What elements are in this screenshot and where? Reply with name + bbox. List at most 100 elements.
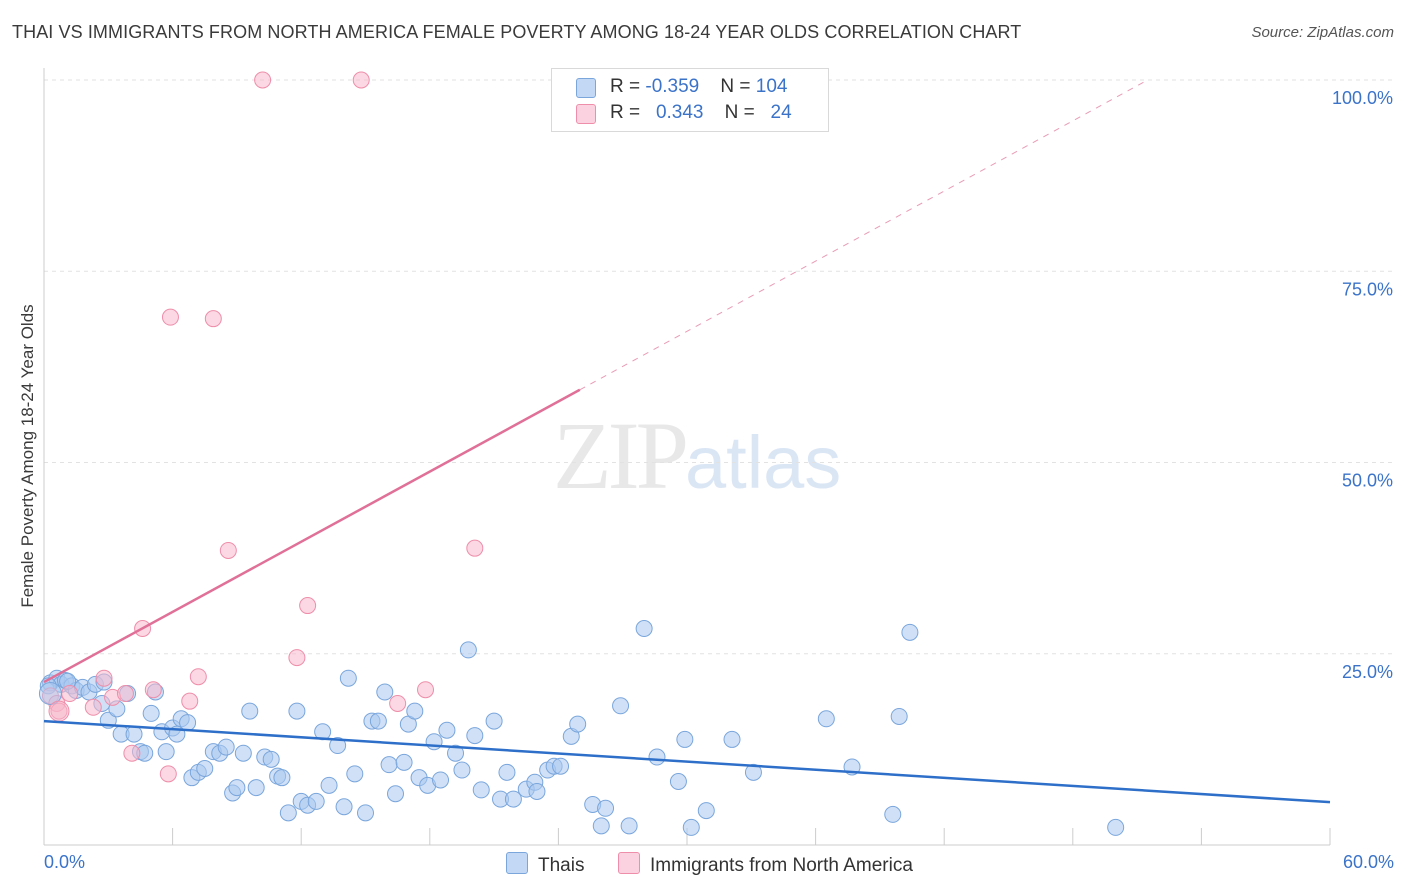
bottom-legend-thais: Thais	[506, 852, 584, 877]
data-point-thais	[612, 697, 630, 715]
data-point-thais	[569, 715, 587, 733]
data-point-thais	[387, 785, 405, 803]
bottom-legend-swatch-thais	[506, 852, 528, 874]
data-point-thais	[466, 727, 484, 745]
data-point-immigrants	[219, 541, 237, 559]
correlation-legend: R = -0.359 N = 104 R = 0.343 N = 24	[551, 68, 829, 132]
data-point-thais	[635, 620, 653, 638]
data-point-thais	[676, 730, 694, 748]
data-point-immigrants	[389, 694, 407, 712]
legend-n-label: N =	[724, 102, 760, 123]
legend-swatch-immigrants	[576, 104, 596, 124]
bottom-legend-label-thais: Thais	[538, 855, 585, 876]
data-point-thais	[228, 779, 246, 797]
data-point-thais	[273, 769, 291, 787]
legend-r-label: R =	[610, 102, 646, 123]
bottom-legend-swatch-immigrants	[618, 852, 640, 874]
data-point-thais	[234, 744, 252, 762]
data-point-immigrants-cluster	[48, 700, 70, 722]
data-point-thais	[179, 714, 197, 732]
data-point-immigrants	[417, 681, 435, 699]
data-point-thais-cluster	[38, 682, 62, 706]
trendline-immigrants	[43, 388, 581, 684]
x-tick-label-max: 60.0%	[1342, 852, 1394, 872]
legend-n-value: 104	[755, 76, 788, 97]
x-tick-label-min: 0.0%	[44, 852, 86, 872]
y-tick-label: 25.0%	[1342, 662, 1393, 682]
data-point-thais	[320, 776, 338, 794]
data-point-thais	[528, 782, 546, 800]
data-point-immigrants	[61, 685, 79, 703]
data-point-thais	[376, 683, 394, 701]
data-point-immigrants	[352, 71, 370, 89]
data-point-thais	[744, 763, 762, 781]
source-credit: Source: ZipAtlas.com	[1251, 24, 1394, 41]
data-point-immigrants	[161, 308, 179, 326]
trendline-thais	[43, 719, 1331, 804]
data-point-thais	[504, 790, 522, 808]
data-point-immigrants	[181, 692, 199, 710]
data-point-thais	[307, 792, 325, 810]
watermark-zip: ZIP	[553, 402, 689, 509]
data-point-thais	[592, 817, 610, 835]
data-point-thais	[241, 702, 259, 720]
data-point-thais	[369, 712, 387, 730]
data-point-thais	[125, 725, 143, 743]
data-point-immigrants	[288, 649, 306, 667]
data-point-thais	[459, 641, 477, 659]
data-point-thais	[597, 799, 615, 817]
legend-n-label: N =	[720, 76, 756, 97]
data-point-immigrants	[84, 698, 102, 716]
data-point-thais	[438, 721, 456, 739]
data-point-thais	[425, 733, 443, 751]
data-point-thais	[890, 707, 908, 725]
data-point-thais	[279, 804, 297, 822]
data-point-thais	[620, 817, 638, 835]
y-tick-label: 100.0%	[1332, 88, 1393, 108]
data-point-thais	[884, 805, 902, 823]
data-point-thais	[217, 738, 235, 756]
data-point-immigrants	[254, 71, 272, 89]
bottom-legend-immigrants: Immigrants from North America	[618, 852, 913, 877]
data-point-thais	[335, 798, 353, 816]
legend-n-value: 24	[770, 102, 792, 123]
data-point-thais	[196, 760, 214, 777]
data-point-thais	[357, 804, 374, 822]
data-point-thais	[472, 781, 490, 799]
data-point-thais	[669, 773, 687, 791]
data-point-thais	[453, 761, 471, 779]
legend-r-label: R =	[610, 76, 646, 97]
legend-r-value: -0.359	[645, 76, 700, 97]
data-point-thais	[380, 756, 398, 774]
data-point-immigrants	[159, 765, 177, 783]
data-point-immigrants	[95, 669, 113, 687]
data-point-thais	[157, 743, 175, 761]
data-point-thais	[329, 737, 347, 755]
data-point-thais	[247, 779, 265, 797]
data-point-thais	[817, 710, 835, 728]
data-point-thais	[723, 730, 741, 748]
data-point-immigrants	[116, 685, 134, 703]
y-tick-label: 50.0%	[1342, 471, 1393, 491]
data-point-immigrants	[466, 539, 484, 557]
data-point-immigrants	[204, 310, 222, 328]
data-point-thais	[648, 748, 666, 766]
legend-swatch-thais	[576, 78, 596, 98]
data-point-thais	[262, 750, 280, 768]
bottom-legend-label-immigrants: Immigrants from North America	[650, 855, 913, 876]
chart-title: THAI VS IMMIGRANTS FROM NORTH AMERICA FE…	[12, 22, 1022, 42]
data-point-thais	[682, 818, 700, 836]
data-point-thais	[395, 753, 413, 771]
data-point-thais	[1107, 818, 1125, 836]
data-point-thais	[485, 712, 503, 730]
data-point-thais	[498, 763, 516, 781]
y-tick-label: 75.0%	[1342, 279, 1393, 299]
data-point-thais	[406, 702, 424, 720]
data-point-thais	[447, 744, 465, 762]
data-point-immigrants	[144, 681, 162, 699]
legend-r-value: 0.343	[655, 102, 704, 123]
data-point-immigrants	[299, 597, 317, 615]
data-point-thais	[901, 623, 919, 641]
data-point-thais	[432, 771, 450, 789]
